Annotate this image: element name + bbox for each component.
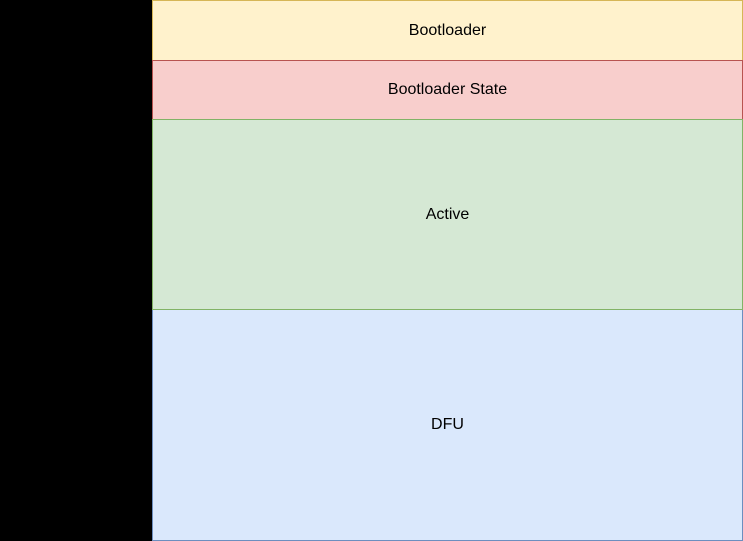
block-active-label: Active (425, 205, 470, 223)
block-active: Active (152, 119, 743, 310)
block-bootloader: Bootloader (152, 0, 743, 60)
block-bootloader-state-label: Bootloader State (387, 81, 508, 99)
black-mask-region (0, 0, 152, 541)
block-dfu-label: DFU (431, 416, 464, 434)
block-bootloader-state: Bootloader State (152, 60, 743, 119)
block-dfu: DFU (152, 310, 743, 541)
block-bootloader-label: Bootloader (408, 21, 487, 39)
